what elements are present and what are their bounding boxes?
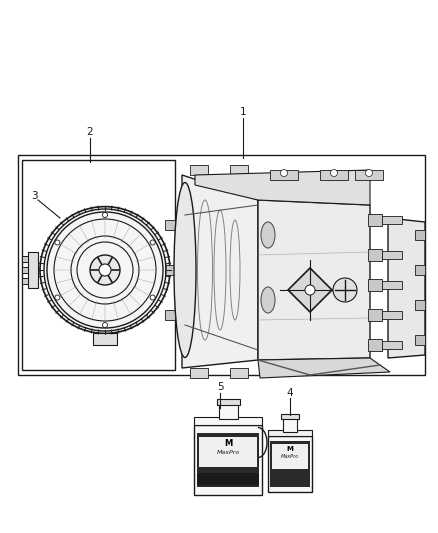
- Circle shape: [150, 240, 155, 245]
- Bar: [368, 214, 382, 226]
- Polygon shape: [258, 200, 370, 360]
- Text: M: M: [286, 446, 293, 452]
- Bar: [22, 267, 28, 273]
- Text: 4: 4: [287, 388, 293, 398]
- Bar: [93, 333, 117, 345]
- Bar: [355, 170, 383, 180]
- Bar: [368, 249, 382, 261]
- Bar: [368, 339, 382, 351]
- Circle shape: [55, 295, 60, 300]
- Bar: [190, 165, 208, 175]
- Circle shape: [99, 264, 111, 276]
- Circle shape: [90, 255, 120, 285]
- Bar: [415, 230, 425, 240]
- Circle shape: [331, 169, 338, 176]
- Bar: [415, 265, 425, 275]
- Bar: [368, 309, 382, 321]
- Polygon shape: [288, 268, 332, 312]
- Bar: [197, 473, 259, 485]
- Bar: [283, 418, 297, 432]
- Bar: [199, 437, 257, 467]
- Bar: [415, 335, 425, 345]
- Bar: [22, 160, 175, 370]
- Polygon shape: [388, 218, 425, 358]
- Text: MaxPro: MaxPro: [281, 455, 299, 459]
- Bar: [175, 217, 185, 233]
- Bar: [382, 216, 402, 224]
- Bar: [175, 307, 185, 323]
- Circle shape: [55, 240, 60, 245]
- Circle shape: [305, 285, 315, 295]
- Ellipse shape: [40, 207, 170, 333]
- Bar: [190, 368, 208, 378]
- Circle shape: [365, 169, 372, 176]
- Bar: [28, 252, 38, 288]
- Bar: [230, 368, 248, 378]
- Text: MaxPro: MaxPro: [216, 450, 240, 456]
- Circle shape: [333, 278, 357, 302]
- Bar: [18, 155, 425, 375]
- Polygon shape: [194, 417, 262, 425]
- Bar: [281, 414, 299, 419]
- Bar: [22, 256, 28, 262]
- Polygon shape: [195, 170, 370, 205]
- Text: 2: 2: [87, 127, 93, 137]
- Text: 3: 3: [31, 191, 37, 201]
- Text: 1: 1: [240, 107, 246, 117]
- Circle shape: [102, 322, 107, 327]
- Bar: [268, 430, 312, 436]
- Circle shape: [280, 169, 287, 176]
- Polygon shape: [182, 175, 258, 368]
- Bar: [165, 220, 175, 230]
- Bar: [22, 278, 28, 284]
- Bar: [382, 251, 402, 259]
- Bar: [165, 265, 175, 275]
- Text: M: M: [224, 439, 232, 448]
- Bar: [217, 399, 240, 405]
- Text: 5: 5: [217, 382, 223, 392]
- Bar: [270, 170, 298, 180]
- Circle shape: [150, 295, 155, 300]
- Bar: [175, 262, 185, 278]
- Bar: [382, 281, 402, 289]
- Bar: [165, 310, 175, 320]
- Bar: [382, 341, 402, 349]
- Ellipse shape: [261, 287, 275, 313]
- Bar: [368, 279, 382, 291]
- Bar: [382, 311, 402, 319]
- Bar: [415, 300, 425, 310]
- Bar: [320, 170, 348, 180]
- Polygon shape: [258, 358, 390, 378]
- Circle shape: [102, 213, 107, 217]
- Bar: [230, 165, 248, 175]
- Bar: [270, 441, 310, 487]
- Bar: [272, 444, 308, 469]
- Ellipse shape: [174, 182, 196, 358]
- Ellipse shape: [261, 222, 275, 248]
- Bar: [268, 436, 312, 492]
- Bar: [194, 425, 262, 495]
- Bar: [219, 403, 238, 419]
- Bar: [197, 433, 259, 487]
